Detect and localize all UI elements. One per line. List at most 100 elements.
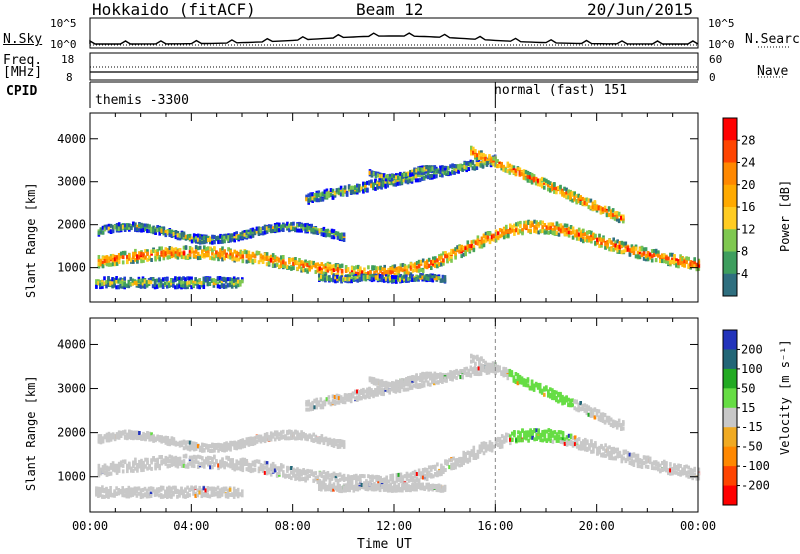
echo-cell (255, 435, 259, 440)
echo-cell (466, 240, 470, 245)
echo-cell (343, 188, 347, 193)
echo-cell (429, 167, 433, 172)
echo-cell (324, 268, 328, 273)
echo-cell (182, 245, 186, 250)
echo-cell (142, 462, 145, 467)
echo-cell (152, 249, 155, 253)
echo-cell (259, 229, 263, 234)
echo-cell (282, 224, 285, 229)
echo-cell (596, 448, 599, 453)
echo-cell (350, 266, 354, 271)
echo-cell (530, 172, 534, 177)
echo-cell (551, 184, 554, 189)
echo-cell (267, 437, 271, 442)
echo-cell (597, 205, 601, 210)
echo-cell (365, 479, 368, 484)
echo-cell (286, 436, 289, 441)
echo-cell (346, 267, 350, 272)
echo-cell (456, 459, 459, 464)
echo-cell (612, 456, 615, 461)
echo-cell (174, 455, 178, 460)
echo-cell (551, 433, 555, 438)
echo-cell (386, 181, 389, 186)
echo-cell (103, 435, 107, 439)
echo-cell (302, 431, 305, 436)
echo-cell (304, 259, 307, 264)
echo-cell (140, 462, 143, 467)
echo-cell (219, 254, 222, 259)
echo-cell (500, 439, 504, 444)
echo-cell (288, 466, 291, 471)
echo-cell (563, 437, 567, 442)
echo-cell (101, 264, 105, 268)
echo-cell (346, 477, 350, 482)
echo-cell (650, 258, 654, 263)
echo-cell (306, 435, 309, 440)
echo-cell (136, 465, 139, 470)
echo-cell (430, 467, 433, 472)
echo-cell (153, 285, 157, 290)
echo-cell (126, 463, 129, 468)
echo-cell (245, 439, 249, 444)
echo-cell (251, 233, 255, 238)
echo-cell (413, 474, 417, 479)
echo-cell (547, 437, 551, 442)
echo-cell (448, 252, 451, 257)
echo-cell (219, 239, 222, 244)
echo-cell (661, 259, 664, 264)
echo-cell (239, 250, 243, 255)
echo-cell (282, 473, 285, 478)
echo-cell (259, 439, 263, 444)
echo-cell (405, 274, 408, 279)
echo-cell (538, 182, 542, 186)
echo-cell (403, 172, 406, 177)
echo-cell (101, 282, 104, 287)
echo-cell (170, 437, 174, 442)
echo-cell (382, 183, 385, 188)
echo-cell (616, 447, 619, 452)
echo-cell (207, 444, 210, 449)
echo-cell (115, 224, 119, 229)
echo-cell (596, 451, 599, 456)
echo-cell (401, 480, 405, 485)
echo-cell (239, 467, 243, 472)
echo-cell (322, 265, 326, 270)
echo-cell (209, 240, 212, 245)
echo-cell (235, 466, 238, 471)
echo-cell (571, 235, 575, 240)
echo-cell (417, 169, 420, 174)
echo-cell (401, 279, 404, 283)
echo-cell (188, 246, 192, 250)
echo-cell (280, 261, 283, 266)
echo-cell (541, 229, 544, 234)
echo-cell (370, 276, 374, 281)
echo-cell (156, 464, 159, 469)
echo-cell (488, 447, 492, 452)
echo-cell (579, 237, 583, 242)
echo-cell (652, 461, 656, 466)
echo-cell (573, 191, 576, 196)
echo-cell (474, 149, 477, 153)
echo-cell (506, 163, 510, 168)
echo-cell (335, 188, 339, 193)
echo-cell (537, 435, 540, 440)
echo-cell (322, 470, 326, 475)
echo-cell (101, 225, 105, 230)
echo-cell (304, 435, 307, 440)
echo-cell (604, 443, 607, 448)
echo-cell (331, 195, 335, 200)
echo-cell (332, 278, 335, 283)
echo-cell (128, 462, 131, 467)
echo-cell (188, 280, 191, 285)
echo-cell (158, 463, 161, 468)
echo-cell (695, 476, 699, 481)
echo-cell (475, 162, 479, 166)
echo-cell (267, 261, 271, 265)
echo-cell (170, 441, 174, 446)
echo-cell (107, 466, 111, 471)
echo-cell (599, 210, 603, 215)
echo-cell (141, 276, 145, 281)
echo-cell (480, 152, 483, 157)
echo-cell (241, 277, 244, 282)
echo-cell (334, 279, 337, 284)
